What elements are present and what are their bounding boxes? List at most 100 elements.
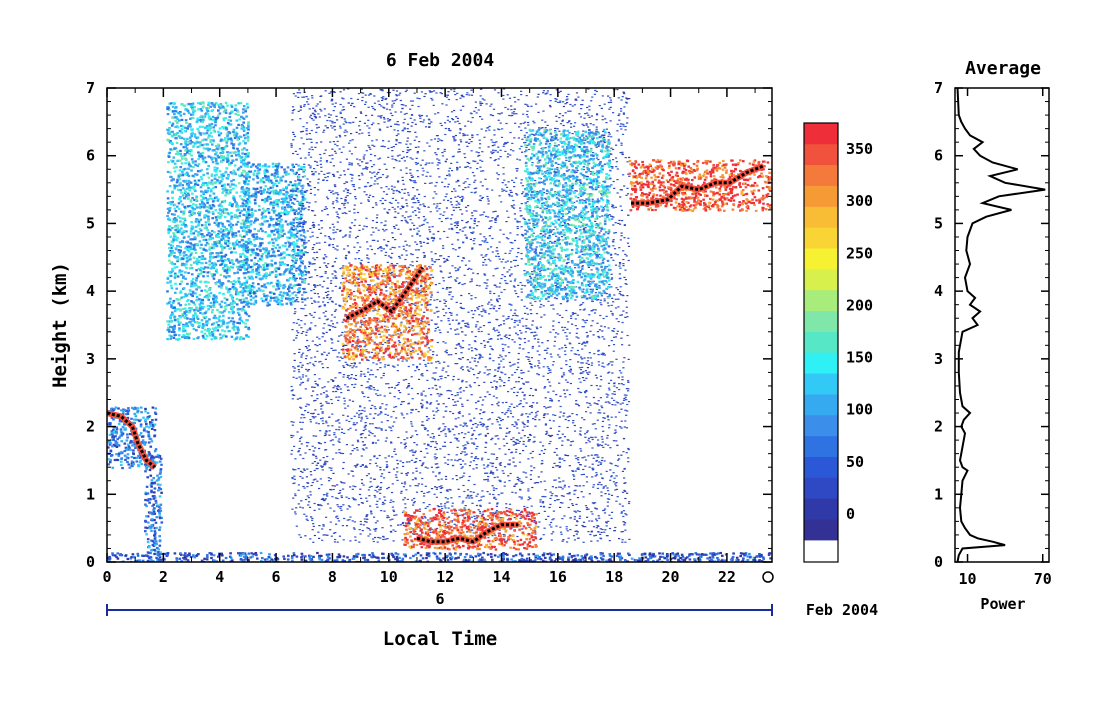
echo-speck <box>167 211 170 214</box>
echo-speck <box>309 471 312 473</box>
echo-speck <box>202 267 205 270</box>
echo-speck <box>266 294 269 297</box>
echo-speck <box>228 269 231 272</box>
echo-speck <box>159 503 163 506</box>
echo-speck <box>560 557 564 560</box>
echo-speck <box>724 559 727 562</box>
echo-speck <box>244 192 247 195</box>
echo-speck <box>551 160 554 162</box>
echo-speck <box>214 209 217 212</box>
echo-speck <box>758 553 761 556</box>
echo-speck <box>500 517 503 519</box>
echo-speck <box>190 285 193 288</box>
echo-speck <box>232 245 236 248</box>
echo-speck <box>307 240 310 242</box>
echo-speck <box>466 145 469 147</box>
echo-speck <box>237 261 240 264</box>
echo-speck <box>190 169 193 172</box>
echo-speck <box>139 425 143 428</box>
echo-speck <box>197 336 200 339</box>
echo-speck <box>455 204 458 206</box>
echo-speck <box>144 498 147 502</box>
echo-speck <box>221 334 225 337</box>
echo-speck <box>285 193 289 196</box>
echo-speck <box>157 478 160 481</box>
echo-speck <box>481 556 484 559</box>
echo-speck <box>300 552 304 555</box>
echo-speck <box>191 113 195 116</box>
echo-speck <box>389 427 392 429</box>
echo-speck <box>482 551 485 555</box>
echo-speck <box>250 215 253 218</box>
echo-speck <box>244 141 247 145</box>
echo-speck <box>538 556 541 559</box>
echo-speck <box>192 261 196 264</box>
echo-speck <box>393 448 396 450</box>
echo-speck <box>225 335 228 338</box>
echo-speck <box>263 172 267 175</box>
echo-speck <box>158 511 161 514</box>
echo-speck <box>250 259 253 262</box>
echo-speck <box>261 177 265 180</box>
echo-speck <box>158 460 162 463</box>
echo-speck <box>153 534 156 537</box>
echo-speck <box>205 290 209 293</box>
echo-speck <box>174 333 177 336</box>
echo-speck <box>304 267 307 270</box>
echo-speck <box>240 159 243 162</box>
echo-speck <box>144 492 148 495</box>
echo-speck <box>471 497 474 499</box>
echo-speck <box>206 112 210 115</box>
echo-speck <box>568 332 571 334</box>
echo-speck <box>345 363 348 365</box>
echo-speck <box>497 128 500 130</box>
echo-speck <box>585 362 588 364</box>
echo-speck <box>182 213 185 216</box>
echo-speck <box>544 233 547 235</box>
echo-speck <box>289 302 293 305</box>
echo-speck <box>265 199 269 202</box>
echo-speck <box>358 133 361 135</box>
echo-speck <box>228 287 232 291</box>
echo-speck <box>465 553 468 556</box>
echo-speck <box>286 236 289 239</box>
echo-speck <box>222 246 226 249</box>
echo-speck <box>198 321 201 324</box>
echo-speck <box>168 218 172 222</box>
echo-speck <box>550 559 553 562</box>
echo-speck <box>221 187 225 190</box>
echo-speck <box>153 518 156 522</box>
echo-speck <box>600 558 604 561</box>
echo-speck <box>266 267 269 270</box>
echo-speck <box>510 558 513 561</box>
echo-speck <box>218 105 221 109</box>
echo-speck <box>175 559 179 562</box>
echo-speck <box>201 155 204 158</box>
echo-speck <box>461 405 464 407</box>
echo-speck <box>292 172 296 175</box>
echo-speck <box>436 299 439 301</box>
echo-speck <box>254 219 257 222</box>
echo-speck <box>613 328 616 330</box>
echo-speck <box>147 451 151 454</box>
echo-speck <box>203 214 206 217</box>
echo-speck <box>152 510 156 513</box>
echo-speck <box>245 187 249 190</box>
echo-speck <box>276 203 279 206</box>
echo-speck <box>320 170 323 172</box>
echo-speck <box>186 182 189 185</box>
echo-speck <box>182 254 186 257</box>
echo-speck <box>166 302 169 305</box>
echo-speck <box>289 198 293 201</box>
echo-speck <box>201 298 204 302</box>
echo-speck <box>255 269 258 272</box>
echo-speck <box>181 103 184 106</box>
echo-speck <box>183 129 187 133</box>
echo-speck <box>199 194 203 197</box>
echo-speck <box>300 443 303 445</box>
echo-speck <box>145 533 148 536</box>
echo-speck <box>185 263 188 266</box>
echo-speck <box>434 185 437 187</box>
echo-speck <box>175 298 179 301</box>
echo-speck <box>268 282 272 285</box>
